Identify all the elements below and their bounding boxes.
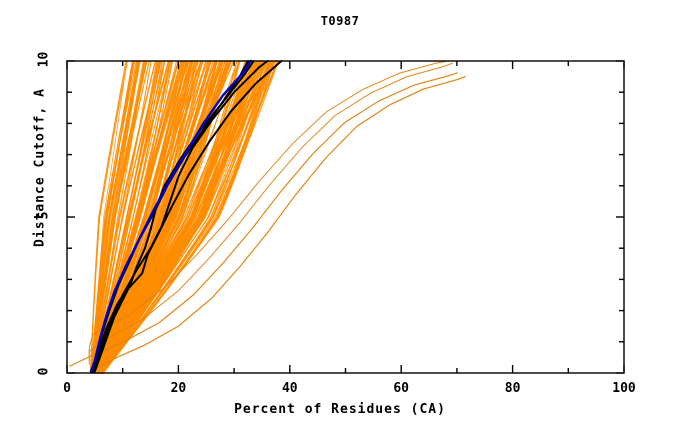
- plot-frame: [66, 60, 625, 374]
- x-tick-label: 0: [63, 381, 71, 396]
- y-tick-label: 0: [36, 367, 52, 376]
- x-axis-label: Percent of Residues (CA): [234, 402, 446, 417]
- series-outlier-low-accuracy-orange: [69, 60, 466, 371]
- x-tick-label: 20: [170, 381, 187, 396]
- x-tick-label: 100: [612, 381, 636, 396]
- series-prediction-bundle-orange: [89, 60, 279, 374]
- series-reference-curve-blue: [89, 59, 253, 373]
- x-tick-label: 40: [281, 381, 298, 396]
- chart-title: T0987: [320, 14, 360, 28]
- y-tick-label: 5: [36, 211, 52, 220]
- x-tick-label: 60: [393, 381, 410, 396]
- y-tick-label: 10: [36, 51, 52, 68]
- x-tick-label: 80: [504, 381, 521, 396]
